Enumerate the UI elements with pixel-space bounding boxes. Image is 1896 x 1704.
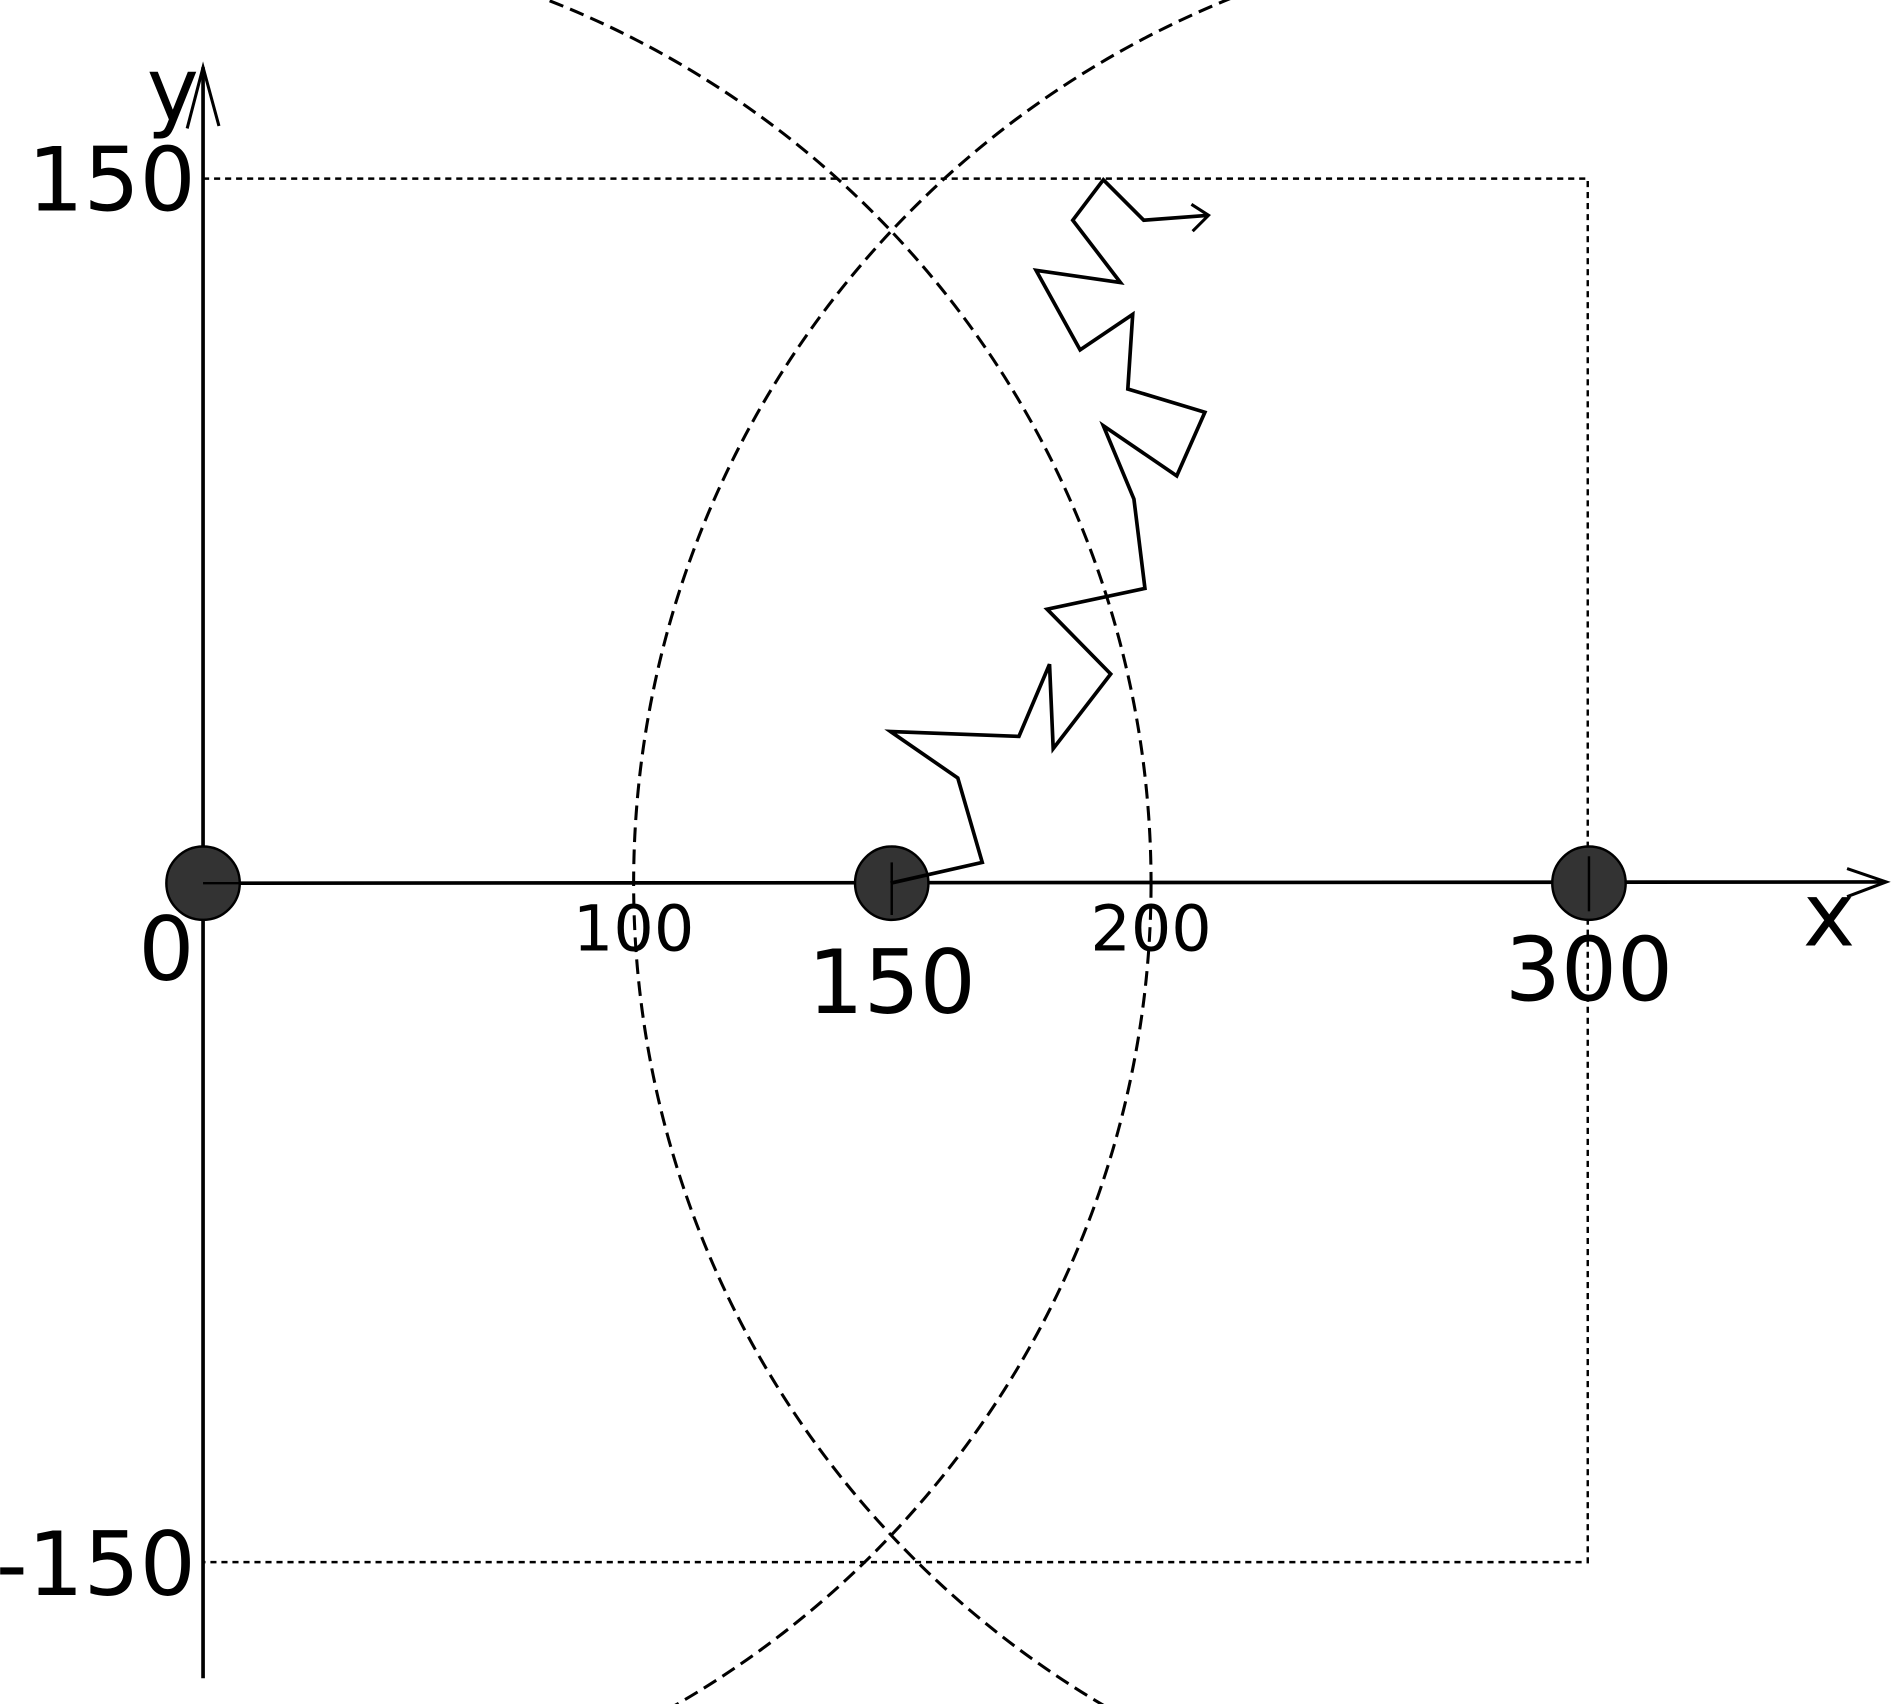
x-arrow <box>1846 867 1891 899</box>
walk-arrow <box>1190 202 1211 233</box>
point-label: 300 <box>1505 919 1673 1022</box>
x-axis-label: x <box>1803 864 1855 967</box>
y-label: 150 <box>28 128 196 231</box>
x-label: 0 <box>138 898 194 1001</box>
x-label: 200 <box>1090 891 1211 965</box>
y-axis-label: y <box>147 38 199 141</box>
point-label: 150 <box>808 931 976 1034</box>
random-walk <box>884 177 1209 885</box>
circle-right <box>632 0 1232 1704</box>
y-arrow <box>185 61 221 129</box>
x-label: 100 <box>573 891 694 965</box>
x-axis <box>203 880 1884 886</box>
y-label: -150 <box>0 1513 196 1616</box>
